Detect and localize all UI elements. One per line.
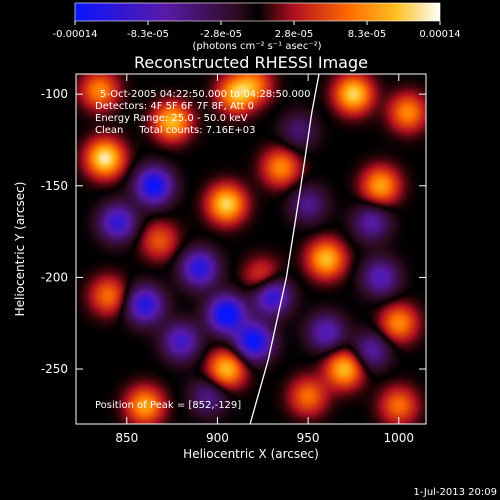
colorbar-tick-label: 2.8e-05 — [275, 29, 313, 40]
colorbar-tick-label: 8.3e-05 — [348, 29, 386, 40]
footer-timestamp: 1-Jul-2013 20:09 — [413, 487, 497, 498]
y-axis-ticks: -100 -150 -200 -250 — [41, 87, 426, 376]
colorbar-tick-label: 0.00014 — [419, 29, 460, 40]
y-tick-label: -200 — [41, 270, 68, 284]
x-tick-label: 1000 — [384, 431, 415, 445]
colorbar-tick-label: -8.3e-05 — [127, 29, 169, 40]
colorbar — [74, 2, 441, 22]
y-axis-title: Heliocentric Y (arcsec) — [13, 182, 27, 317]
annotation-energy: Energy Range: 25.0 - 50.0 keV — [95, 113, 248, 124]
x-axis-ticks: 850 900 950 1000 — [115, 74, 414, 445]
x-tick-label: 950 — [297, 431, 320, 445]
annotation-peak: Position of Peak = [852,-129] — [95, 400, 241, 411]
chart-title: Reconstructed RHESSI Image — [134, 53, 368, 72]
annotation-detectors: Detectors: 4F 5F 6F 7F 8F, Att 0 — [95, 101, 254, 112]
x-tick-label: 900 — [206, 431, 229, 445]
y-tick-label: -100 — [41, 87, 68, 101]
y-tick-label: -250 — [41, 362, 68, 376]
colorbar-tick-label: -2.8e-05 — [200, 29, 242, 40]
annotation-clean: Clean Total counts: 7.16E+03 — [95, 125, 255, 136]
x-axis-title: Heliocentric X (arcsec) — [183, 447, 319, 461]
colorbar-units: (photons cm⁻² s⁻¹ asec⁻²) — [192, 41, 321, 52]
colorbar-ticks: -0.00014 -8.3e-05 -2.8e-05 2.8e-05 8.3e-05 0.… — [53, 21, 461, 40]
x-tick-label: 850 — [115, 431, 138, 445]
annotation-time-range: 5-Oct-2005 04:22:50.000 to 04:28:50.000 — [100, 89, 311, 100]
y-tick-label: -150 — [41, 179, 68, 193]
heatmap-image — [76, 74, 426, 424]
solar-limb-line — [249, 74, 320, 424]
colorbar-tick-label: -0.00014 — [53, 29, 98, 40]
plot-frame — [75, 73, 427, 425]
